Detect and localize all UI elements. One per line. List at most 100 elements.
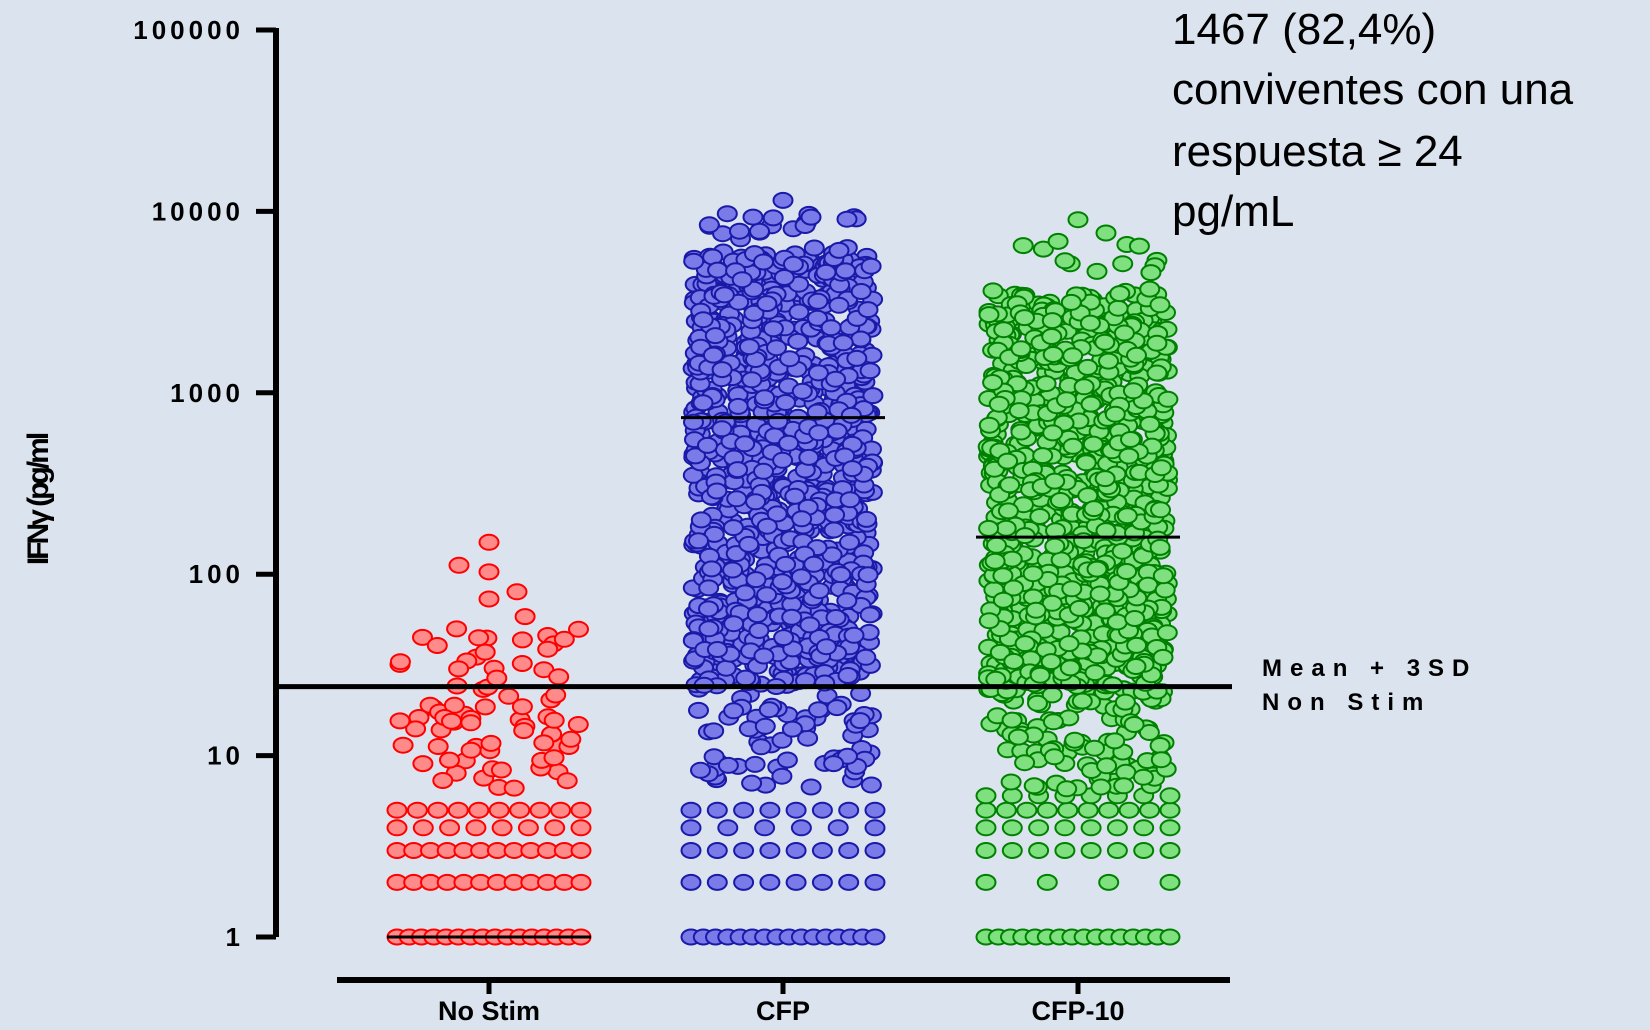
- data-point: [570, 819, 592, 837]
- data-point: [808, 701, 829, 719]
- data-point: [568, 620, 589, 638]
- data-point: [836, 592, 858, 610]
- data-point: [703, 748, 725, 766]
- data-point: [997, 452, 1019, 470]
- data-point: [815, 638, 837, 656]
- data-point: [807, 292, 829, 310]
- data-point: [857, 566, 879, 584]
- data-point: [511, 655, 533, 672]
- data-point: [1073, 532, 1094, 550]
- data-point: [517, 819, 539, 837]
- data-point: [771, 731, 793, 749]
- data-point: [803, 555, 825, 573]
- data-point: [825, 609, 847, 626]
- data-point: [556, 772, 578, 790]
- data-point: [787, 332, 809, 350]
- data-point: [1057, 801, 1079, 819]
- data-point: [537, 640, 559, 658]
- data-point: [560, 730, 582, 748]
- data-point: [490, 761, 512, 779]
- data-point: [1122, 382, 1144, 400]
- data-point: [808, 582, 830, 600]
- data-point: [406, 801, 428, 819]
- data-point: [743, 304, 765, 322]
- data-point: [1001, 550, 1023, 568]
- data-point: [1035, 375, 1057, 393]
- data-point: [995, 801, 1017, 819]
- data-point: [846, 349, 868, 367]
- data-point: [754, 717, 776, 735]
- data-point: [511, 698, 533, 716]
- data-point: [680, 873, 702, 891]
- data-point: [1042, 424, 1064, 442]
- data-point: [1157, 390, 1179, 408]
- data-point: [838, 873, 860, 891]
- data-point: [688, 532, 709, 550]
- data-point: [680, 819, 702, 837]
- data-point: [1098, 801, 1120, 819]
- data-point: [1156, 624, 1178, 642]
- data-point: [771, 767, 793, 785]
- data-point: [1083, 500, 1105, 518]
- data-point: [775, 394, 797, 411]
- data-point: [698, 216, 720, 234]
- data-point: [1159, 819, 1181, 837]
- data-point: [1094, 333, 1116, 351]
- data-point: [511, 631, 533, 649]
- data-point: [697, 436, 718, 454]
- data-point: [856, 510, 877, 528]
- data-point: [992, 567, 1014, 585]
- data-point: [826, 699, 848, 717]
- data-point: [506, 583, 528, 601]
- data-point: [806, 403, 828, 421]
- data-point: [1069, 599, 1090, 617]
- data-point: [1159, 842, 1181, 859]
- data-point: [749, 222, 770, 240]
- data-point: [1036, 873, 1058, 891]
- data-point: [1104, 732, 1126, 750]
- data-point: [1023, 777, 1045, 795]
- data-point: [766, 339, 787, 357]
- data-point: [741, 371, 763, 389]
- data-point: [984, 552, 1006, 570]
- data-point: [791, 382, 813, 400]
- annotation-line-4: pg/mL: [1172, 187, 1294, 236]
- data-point: [1032, 447, 1054, 465]
- data-point: [830, 566, 852, 584]
- data-point: [840, 406, 862, 424]
- data-point: [1159, 873, 1181, 891]
- data-point: [698, 600, 719, 618]
- data-point: [1128, 237, 1150, 255]
- data-point: [864, 801, 886, 819]
- data-point: [722, 561, 744, 579]
- data-point: [1104, 405, 1126, 423]
- data-point: [776, 751, 798, 769]
- data-point: [488, 801, 510, 819]
- data-point: [1159, 787, 1181, 805]
- data-point: [692, 394, 714, 412]
- data-point: [1022, 565, 1044, 583]
- data-point: [1123, 716, 1145, 733]
- x-tick-label: CFP-10: [1031, 996, 1124, 1025]
- data-point: [1079, 314, 1101, 332]
- data-point: [1054, 252, 1076, 270]
- data-point: [1138, 724, 1160, 741]
- data-point: [704, 327, 726, 345]
- data-point: [1082, 435, 1104, 453]
- data-point: [685, 447, 706, 465]
- data-point: [1025, 601, 1047, 619]
- data-point: [1041, 594, 1063, 612]
- data-point: [745, 571, 767, 589]
- data-point: [1014, 635, 1036, 653]
- data-point: [1146, 364, 1168, 382]
- data-point: [738, 338, 760, 356]
- data-point: [386, 819, 408, 837]
- data-point: [1118, 447, 1140, 465]
- data-point: [766, 505, 788, 523]
- data-point: [1001, 819, 1023, 837]
- data-point: [570, 873, 592, 891]
- data-point: [753, 253, 774, 271]
- data-point: [460, 741, 482, 759]
- data-point: [1012, 237, 1034, 255]
- data-point: [690, 761, 711, 779]
